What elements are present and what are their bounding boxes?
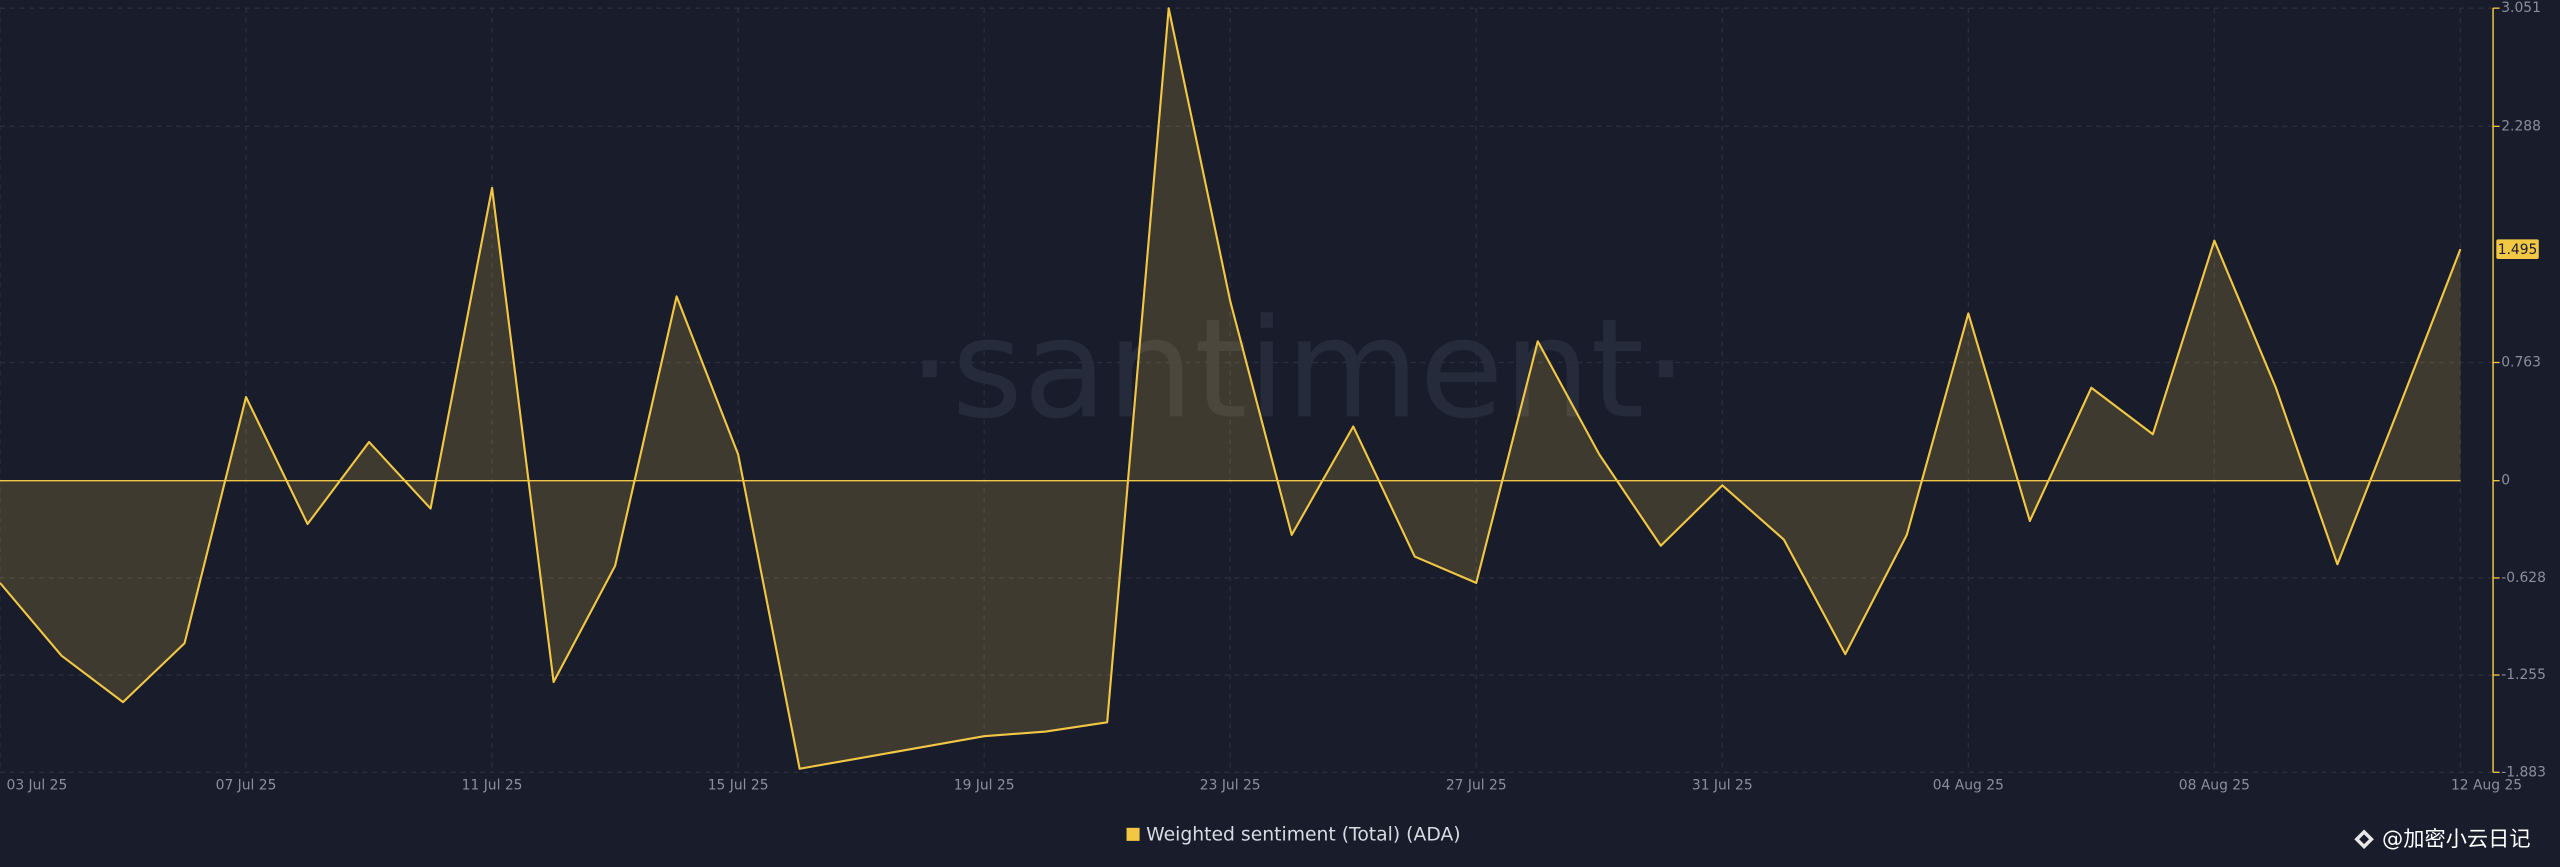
x-tick-label: 15 Jul 25 xyxy=(708,777,769,793)
x-tick-label: 31 Jul 25 xyxy=(1692,777,1753,793)
y-tick-label: 0 xyxy=(2501,473,2510,489)
x-tick-label: 07 Jul 25 xyxy=(216,777,277,793)
x-tick-label: 23 Jul 25 xyxy=(1200,777,1261,793)
y-tick-label: 2.288 xyxy=(2501,118,2541,134)
credit: @加密小云日记 xyxy=(2354,827,2531,852)
y-tick-label: 0.763 xyxy=(2501,355,2541,371)
line xyxy=(0,7,2462,770)
credit-icon xyxy=(2354,829,2374,850)
x-tick-label: 19 Jul 25 xyxy=(954,777,1015,793)
legend: Weighted sentiment (Total) (ADA) xyxy=(1126,825,1461,846)
x-tick-label: 03 Jul 25 xyxy=(7,777,68,793)
y-tick-label: 3.051 xyxy=(2501,0,2541,16)
x-tick-label: 11 Jul 25 xyxy=(462,777,523,793)
x-tick-label: 12 Aug 25 xyxy=(2451,777,2522,793)
y-tick-label: -1.255 xyxy=(2501,667,2546,683)
credit-text: @加密小云日记 xyxy=(2382,827,2531,852)
x-tick-label: 08 Aug 25 xyxy=(2179,777,2250,793)
x-tick-label: 27 Jul 25 xyxy=(1446,777,1507,793)
legend-swatch xyxy=(1126,827,1140,841)
last-value-badge xyxy=(2496,239,2539,259)
y-tick-label: -0.628 xyxy=(2501,570,2546,586)
legend-label: Weighted sentiment (Total) (ADA) xyxy=(1146,825,1460,846)
y-tick-label: -1.883 xyxy=(2501,764,2546,780)
watermark: ·santiment· xyxy=(908,290,1688,449)
last-value-label: 1.495 xyxy=(2498,242,2538,258)
x-tick-label: 04 Aug 25 xyxy=(1933,777,2004,793)
area xyxy=(0,8,2461,769)
